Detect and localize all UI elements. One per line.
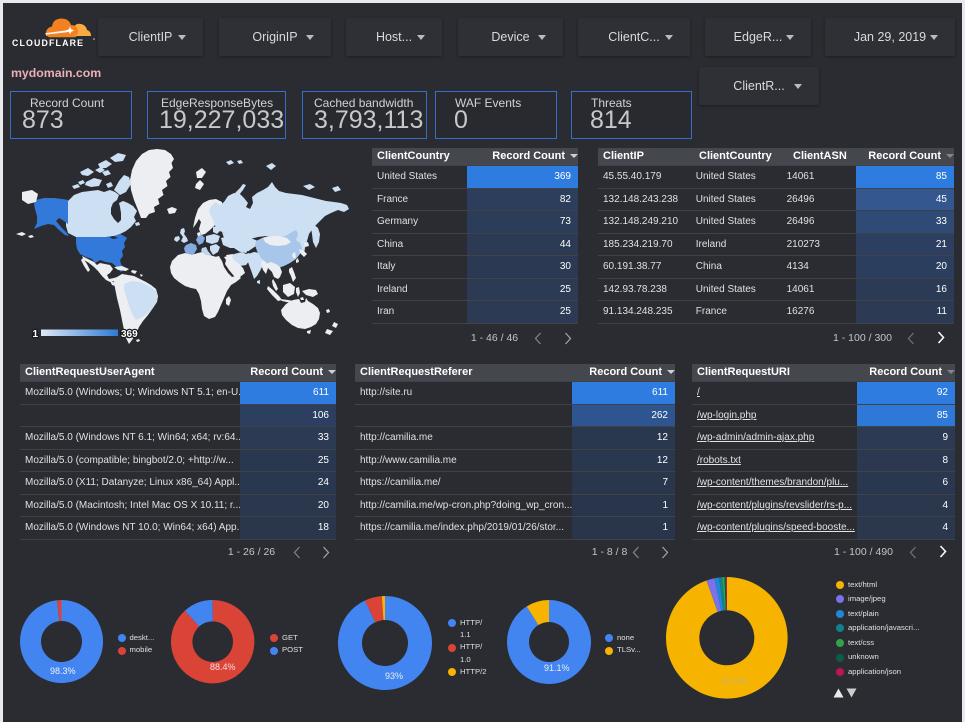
svg-text:1: 1: [32, 329, 38, 340]
svg-text:369: 369: [121, 329, 138, 340]
svg-text:CLOUDFLARE: CLOUDFLARE: [12, 38, 84, 48]
